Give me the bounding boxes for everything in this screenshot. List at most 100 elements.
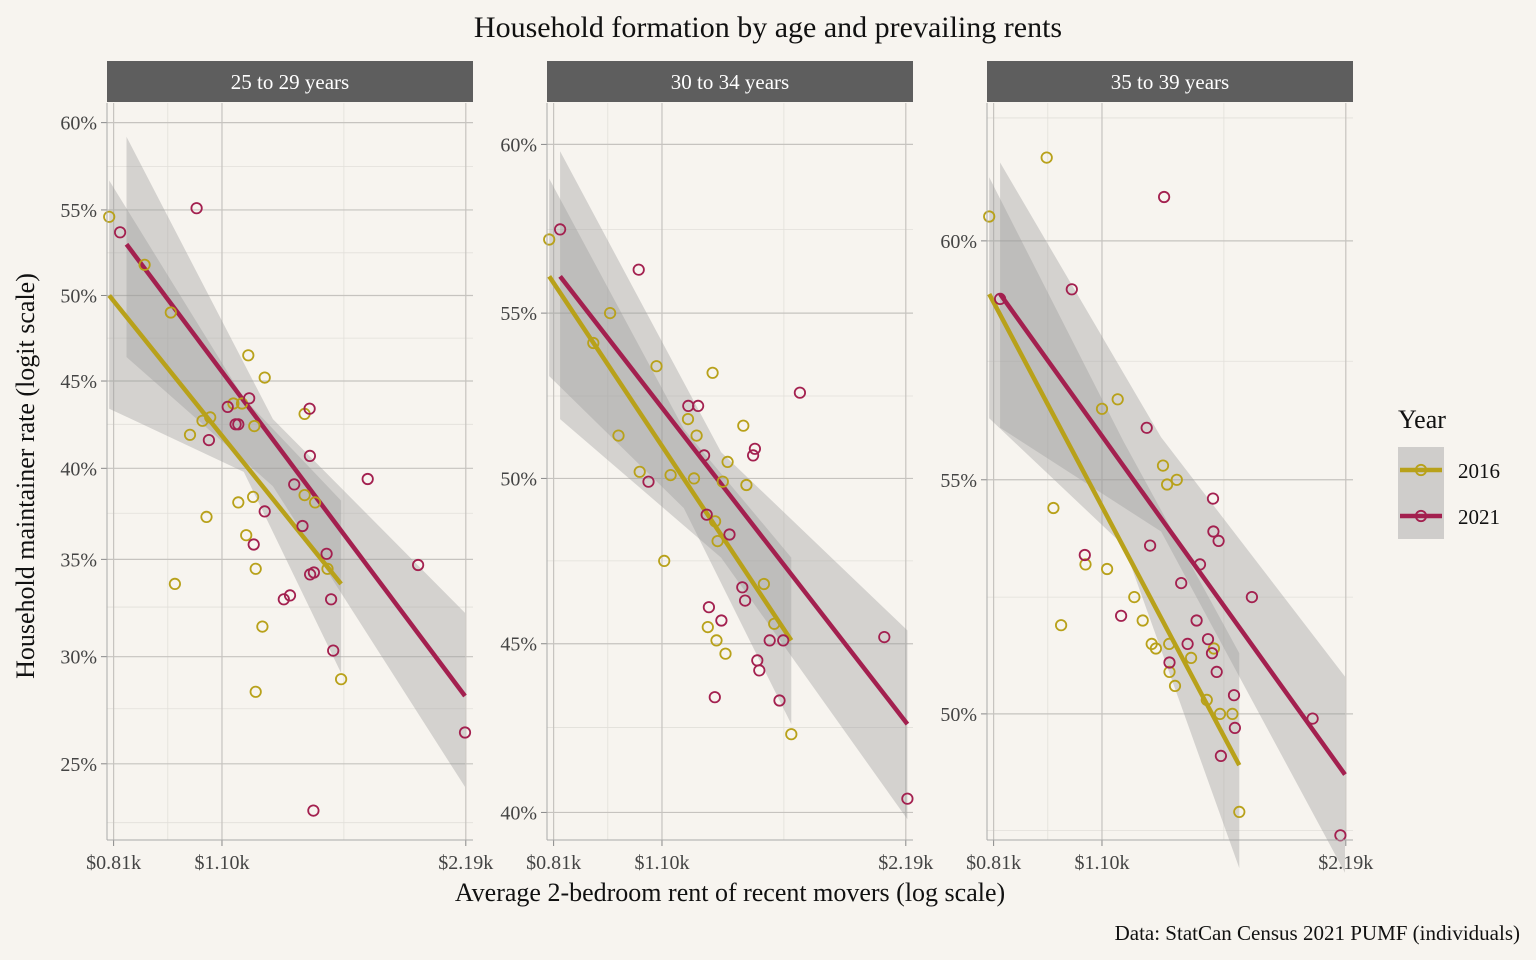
fit-line-2021	[124, 242, 467, 698]
data-point-2016	[321, 562, 334, 575]
fit-line-2016	[987, 293, 1242, 767]
data-point-2021	[1163, 656, 1176, 669]
data-point-2016	[1055, 619, 1068, 632]
data-point-2021	[738, 594, 752, 607]
data-point-2021	[1190, 614, 1203, 627]
data-point-2016	[721, 455, 734, 468]
data-point-2016	[1226, 707, 1239, 721]
data-point-2016	[1200, 693, 1213, 707]
data-point-2016	[716, 475, 729, 488]
data-point-2021	[691, 399, 705, 412]
data-point-2016	[1128, 590, 1141, 604]
data-point-2021	[1201, 633, 1215, 646]
data-point-2021	[1245, 590, 1259, 604]
data-point-2021	[1065, 283, 1078, 296]
y-tick-label: 55%	[940, 470, 977, 492]
x-tick-label: $0.81k	[966, 852, 1021, 874]
data-point-2016	[249, 685, 262, 698]
data-point-2016	[1136, 614, 1149, 627]
facet-strip	[547, 61, 913, 102]
data-point-2021	[777, 634, 790, 647]
data-point-2016	[690, 429, 703, 442]
data-point-2016	[1163, 637, 1176, 651]
facet-strip-label: 25 to 29 years	[231, 70, 349, 94]
confidence-band-2016	[549, 178, 792, 725]
x-tick-label: $2.19k	[438, 852, 493, 874]
data-point-2016	[1168, 679, 1182, 693]
x-tick-label: $1.10k	[1074, 852, 1129, 874]
data-point-2016	[710, 634, 723, 647]
data-point-2021	[258, 505, 271, 518]
legend-title: Year	[1398, 405, 1446, 434]
data-point-2016	[706, 366, 719, 379]
data-point-2021	[736, 581, 749, 594]
data-point-2021	[632, 263, 645, 276]
x-tick-label: $0.81k	[526, 852, 581, 874]
facet-strip-label: 30 to 34 years	[671, 70, 789, 94]
data-point-2021	[1140, 421, 1153, 434]
data-point-2016	[633, 465, 646, 478]
data-point-2021	[553, 223, 567, 236]
data-point-2021	[307, 566, 320, 579]
data-point-2021	[1210, 665, 1223, 679]
data-point-2021	[221, 400, 234, 413]
data-point-2016	[248, 419, 261, 433]
data-point-2021	[296, 519, 309, 533]
data-point-2016	[183, 428, 197, 441]
data-point-2016	[612, 429, 625, 442]
data-point-2021	[1212, 534, 1225, 548]
data-point-2016	[247, 490, 260, 503]
data-point-2016	[308, 496, 322, 509]
data-point-2016	[785, 728, 798, 741]
y-tick-label: 50%	[940, 704, 977, 726]
data-point-2016	[200, 510, 213, 524]
data-point-2016	[1111, 393, 1124, 406]
chart-caption: Data: StatCan Census 2021 PUMF (individu…	[1115, 921, 1520, 945]
data-point-2016	[1185, 651, 1198, 665]
data-point-2021	[753, 664, 766, 677]
data-point-2021	[283, 589, 297, 602]
data-point-2016	[708, 515, 722, 528]
data-point-2021	[1207, 525, 1220, 538]
facet-strip	[107, 61, 473, 102]
data-point-2021	[307, 804, 320, 817]
y-tick-label: 50%	[500, 468, 537, 490]
data-point-2021	[1158, 190, 1171, 204]
data-point-2021	[793, 386, 807, 399]
data-point-2016	[658, 554, 671, 568]
data-point-2021	[773, 694, 786, 707]
data-point-2016	[249, 562, 262, 575]
data-point-2016	[1149, 642, 1163, 655]
data-point-2016	[1170, 473, 1183, 486]
fit-line-2021	[998, 292, 1347, 776]
data-point-2021	[190, 202, 203, 215]
data-point-2021	[993, 292, 1007, 305]
data-point-2016	[1040, 151, 1053, 164]
x-tick-label: $2.19k	[1318, 852, 1373, 874]
data-point-2021	[303, 402, 316, 415]
y-tick-label: 55%	[500, 303, 537, 325]
data-point-2016	[1047, 501, 1060, 515]
data-point-2016	[196, 414, 209, 427]
data-point-2021	[1227, 689, 1241, 702]
data-point-2021	[361, 472, 374, 486]
data-point-2016	[983, 210, 996, 223]
data-point-2016	[681, 412, 695, 426]
data-point-2016	[603, 306, 617, 320]
data-point-2016	[1101, 562, 1114, 576]
y-tick-label: 60%	[500, 134, 537, 156]
x-tick-label: $0.81k	[86, 852, 141, 874]
data-point-2021	[277, 593, 290, 606]
fit-line-2016	[547, 275, 794, 642]
data-point-2016	[232, 496, 245, 509]
data-point-2021	[1306, 712, 1319, 725]
x-tick-label: $2.19k	[878, 852, 933, 874]
data-point-2021	[243, 392, 256, 405]
y-tick-label: 60%	[60, 113, 97, 135]
data-point-2016	[543, 233, 556, 246]
data-point-2016	[258, 371, 271, 384]
data-point-2021	[1228, 721, 1242, 735]
data-point-2021	[1205, 647, 1219, 660]
legend-key-2021-point	[1414, 509, 1428, 523]
data-point-2021	[763, 634, 776, 647]
